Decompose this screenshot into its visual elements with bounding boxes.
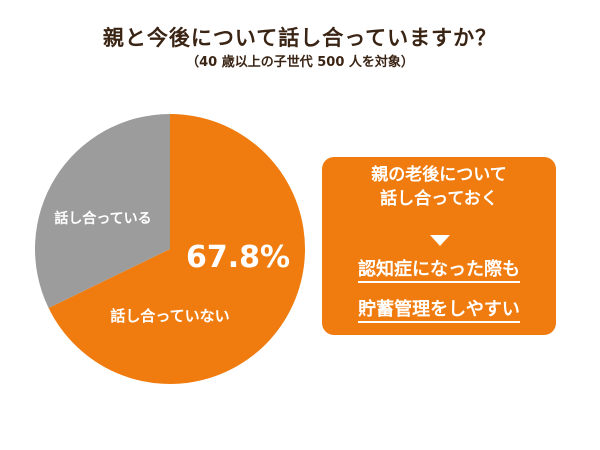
callout-box: 親の老後について 話し合っておく 認知症になった際も 貯蓄管理をしやすい	[322, 157, 556, 335]
pie-value-label: 67.8%	[186, 240, 290, 275]
pie-slice-0	[48, 114, 305, 385]
chart-title: 親と今後について話し合っていますか？	[102, 26, 498, 50]
down-arrow-icon	[430, 235, 450, 246]
callout-emphasis-1: 認知症になった際も	[322, 257, 556, 283]
callout-line-2: 話し合っておく	[380, 189, 498, 209]
callout-line-1: 親の老後について	[371, 165, 507, 185]
pie-slice-1	[34, 114, 170, 309]
callout-heading: 親の老後について 話し合っておく	[322, 163, 556, 211]
chart-subtitle: （40 歳以上の子世代 500 人を対象）	[186, 55, 414, 70]
pie-slice-label-1: 話し合っている	[54, 210, 151, 227]
callout-emphasis-2: 貯蓄管理をしやすい	[322, 297, 556, 323]
pie-slice-label-0: 話し合っていない	[110, 307, 229, 325]
